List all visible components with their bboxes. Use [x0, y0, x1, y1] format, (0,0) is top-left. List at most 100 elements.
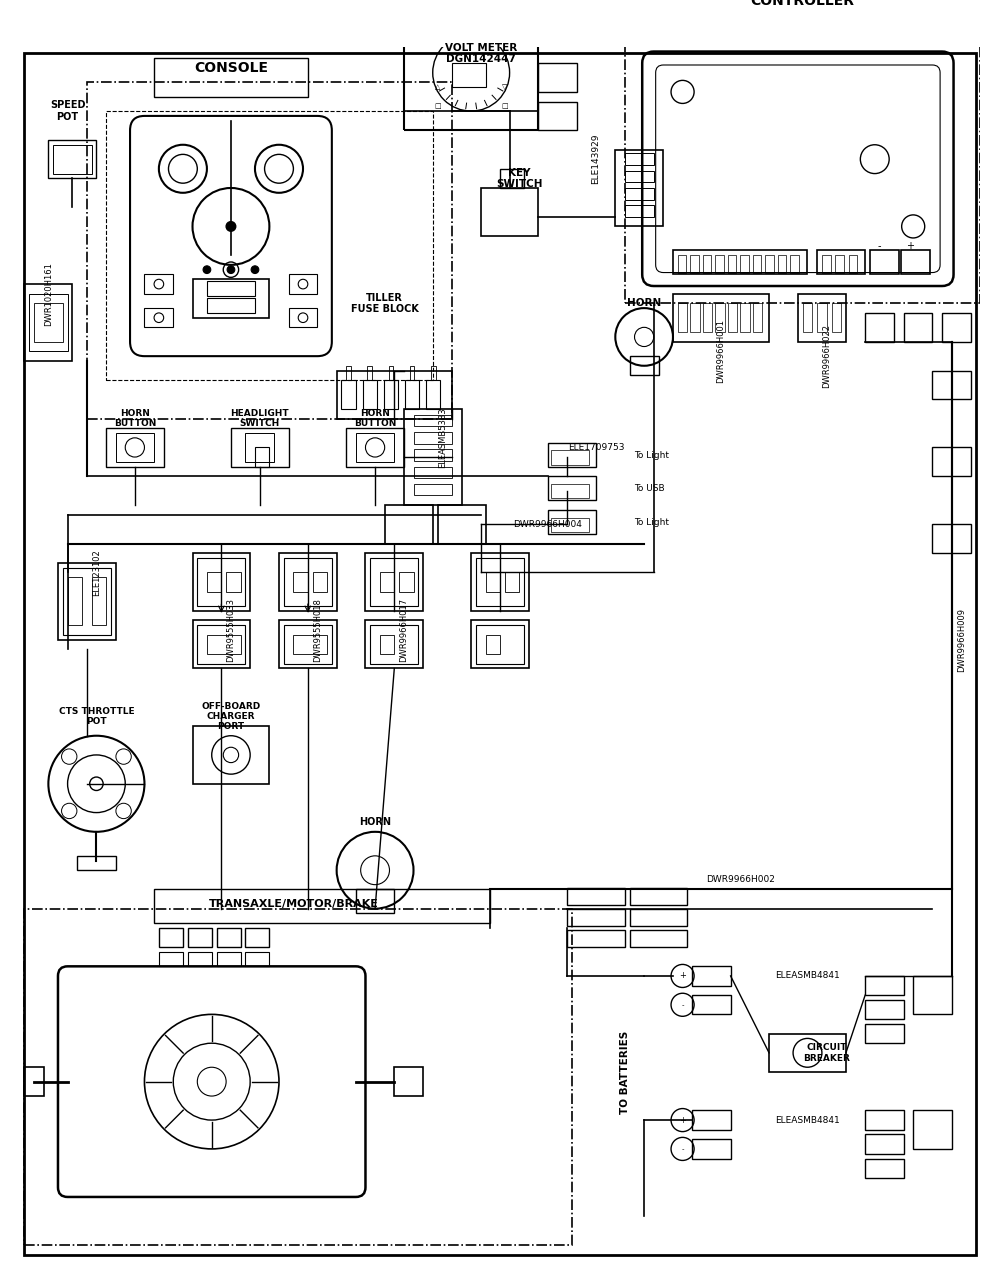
- Bar: [193, 554, 250, 611]
- Bar: [92, 578, 106, 625]
- Bar: [337, 370, 452, 418]
- Bar: [865, 1024, 904, 1043]
- Text: To Light: To Light: [635, 518, 670, 527]
- Bar: [346, 366, 351, 380]
- Bar: [625, 153, 654, 165]
- Bar: [822, 255, 831, 272]
- Text: DWR9966H004: DWR9966H004: [514, 519, 582, 528]
- Bar: [500, 169, 524, 188]
- Text: SPEED
POT: SPEED POT: [50, 100, 85, 122]
- Bar: [154, 889, 490, 924]
- Text: To USB: To USB: [635, 484, 665, 493]
- Bar: [159, 952, 183, 967]
- Text: DWR9966H017: DWR9966H017: [399, 598, 408, 663]
- Bar: [481, 188, 538, 236]
- Bar: [678, 255, 686, 272]
- Bar: [289, 308, 317, 327]
- Bar: [370, 625, 418, 664]
- Bar: [932, 370, 971, 399]
- Text: □: □: [501, 104, 508, 109]
- Bar: [865, 976, 904, 995]
- Bar: [356, 433, 394, 462]
- Bar: [692, 1110, 731, 1130]
- Bar: [279, 554, 337, 611]
- Bar: [414, 466, 452, 478]
- Bar: [471, 554, 529, 611]
- Bar: [551, 450, 589, 465]
- Bar: [832, 303, 841, 332]
- Bar: [728, 303, 737, 332]
- Circle shape: [227, 266, 235, 274]
- Text: ELE123102: ELE123102: [92, 549, 101, 595]
- Text: HORN
BUTTON: HORN BUTTON: [114, 409, 156, 428]
- Text: □: □: [434, 104, 441, 109]
- Bar: [625, 205, 654, 217]
- Bar: [673, 294, 769, 342]
- Text: DWR9966H009: DWR9966H009: [957, 608, 966, 672]
- Bar: [673, 251, 807, 275]
- Text: CTS THROTTLE
POT: CTS THROTTLE POT: [59, 707, 134, 726]
- Bar: [692, 1139, 731, 1158]
- Text: TO BATTERIES: TO BATTERIES: [620, 1030, 630, 1114]
- Bar: [370, 557, 418, 606]
- Bar: [865, 1158, 904, 1178]
- Text: CIRCUIT
BREAKER: CIRCUIT BREAKER: [803, 1043, 850, 1063]
- Bar: [245, 433, 274, 462]
- Bar: [116, 433, 154, 462]
- Bar: [715, 255, 724, 272]
- Bar: [404, 409, 462, 506]
- Bar: [217, 927, 241, 948]
- Bar: [567, 908, 625, 926]
- Bar: [548, 476, 596, 500]
- Bar: [548, 509, 596, 533]
- Bar: [193, 279, 269, 318]
- Bar: [452, 63, 486, 87]
- Bar: [380, 635, 394, 654]
- Text: OFF-BOARD
CHARGER
PORT: OFF-BOARD CHARGER PORT: [201, 702, 261, 731]
- Bar: [913, 976, 952, 1015]
- Text: CONTROLLER: CONTROLLER: [751, 0, 855, 8]
- Bar: [144, 275, 173, 294]
- Bar: [625, 171, 654, 182]
- Bar: [630, 888, 687, 905]
- Bar: [394, 1067, 423, 1096]
- Bar: [188, 952, 212, 967]
- Bar: [904, 313, 932, 342]
- Text: -: -: [681, 1145, 684, 1152]
- Bar: [154, 58, 308, 96]
- Text: △: △: [435, 84, 440, 90]
- Bar: [711, 0, 894, 24]
- Text: HORN: HORN: [627, 298, 661, 308]
- Bar: [803, 303, 812, 332]
- Bar: [255, 447, 269, 466]
- Bar: [365, 621, 423, 669]
- Bar: [753, 255, 761, 272]
- Bar: [313, 573, 327, 592]
- Bar: [753, 303, 762, 332]
- Bar: [865, 1134, 904, 1154]
- Bar: [740, 303, 750, 332]
- Text: DWR9966H001: DWR9966H001: [717, 319, 726, 384]
- Bar: [486, 635, 500, 654]
- Bar: [438, 506, 486, 544]
- Bar: [630, 908, 687, 926]
- Text: ELE143929: ELE143929: [592, 134, 601, 185]
- Bar: [29, 294, 68, 351]
- Bar: [431, 366, 436, 380]
- Bar: [226, 573, 241, 592]
- Bar: [207, 573, 221, 592]
- Bar: [715, 303, 725, 332]
- Bar: [389, 366, 393, 380]
- Bar: [551, 518, 589, 532]
- Bar: [24, 284, 72, 361]
- Bar: [817, 251, 865, 275]
- Bar: [284, 625, 332, 664]
- Bar: [188, 927, 212, 948]
- Text: +: +: [906, 241, 914, 251]
- Bar: [630, 356, 659, 375]
- Text: ELEASMB4841: ELEASMB4841: [775, 972, 840, 981]
- Bar: [48, 139, 96, 179]
- Text: VOLT METER
DGN142447: VOLT METER DGN142447: [445, 43, 517, 65]
- Bar: [625, 15, 980, 303]
- Bar: [690, 255, 699, 272]
